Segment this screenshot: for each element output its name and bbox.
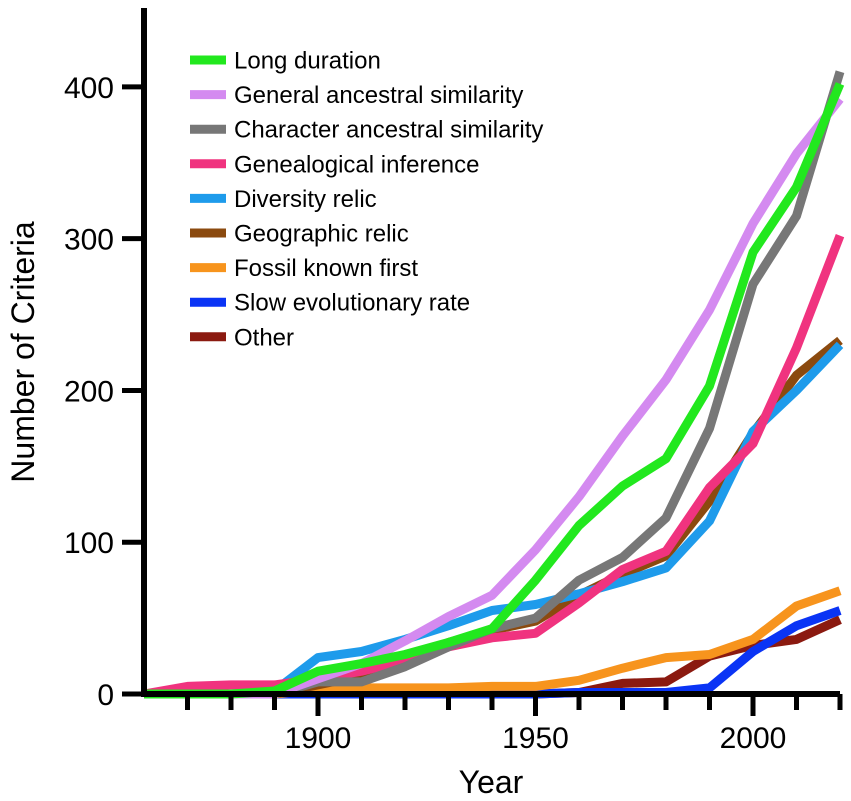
legend-label: Character ancestral similarity — [234, 117, 543, 144]
x-axis-title: Year — [459, 764, 524, 800]
x-tick-label: 1950 — [502, 722, 569, 755]
legend: Long duration General ancestral similarit… — [190, 48, 543, 351]
legend-label: General ancestral similarity — [234, 82, 523, 109]
legend-item-slow-evolutionary-rate: Slow evolutionary rate — [190, 290, 470, 317]
series-line-genealogical-inference — [143, 233, 845, 699]
legend-label: Diversity relic — [234, 186, 377, 213]
legend-label: Genealogical inference — [234, 151, 480, 178]
legend-label: Fossil known first — [234, 255, 418, 282]
y-axis-title: Number of Criteria — [5, 221, 41, 483]
legend-label: Slow evolutionary rate — [234, 290, 470, 317]
legend-item-genealogical-inference: Genealogical inference — [190, 151, 480, 178]
legend-label: Geographic relic — [234, 221, 409, 248]
legend-item-fossil-known-first: Fossil known first — [190, 255, 418, 282]
legend-item-general-ancestral-similarity: General ancestral similarity — [190, 82, 523, 109]
legend-label: Long duration — [234, 48, 381, 75]
legend-label: Other — [234, 324, 294, 351]
y-tick-label: 0 — [97, 679, 114, 712]
y-tick-label: 300 — [64, 224, 114, 257]
x-tick-label: 2000 — [720, 722, 787, 755]
y-tick-label: 200 — [64, 375, 114, 408]
legend-item-character-ancestral-similarity: Character ancestral similarity — [190, 117, 543, 144]
legend-item-diversity-relic: Diversity relic — [190, 186, 377, 213]
legend-item-other: Other — [190, 324, 294, 351]
ticks-layer: 0 100 200 300 400 1900 1950 2000 — [64, 72, 843, 755]
legend-item-geographic-relic: Geographic relic — [190, 221, 409, 248]
x-tick-label: 1900 — [285, 722, 352, 755]
y-tick-label: 400 — [64, 72, 114, 105]
y-tick-label: 100 — [64, 527, 114, 560]
legend-item-long-duration: Long duration — [190, 48, 381, 75]
